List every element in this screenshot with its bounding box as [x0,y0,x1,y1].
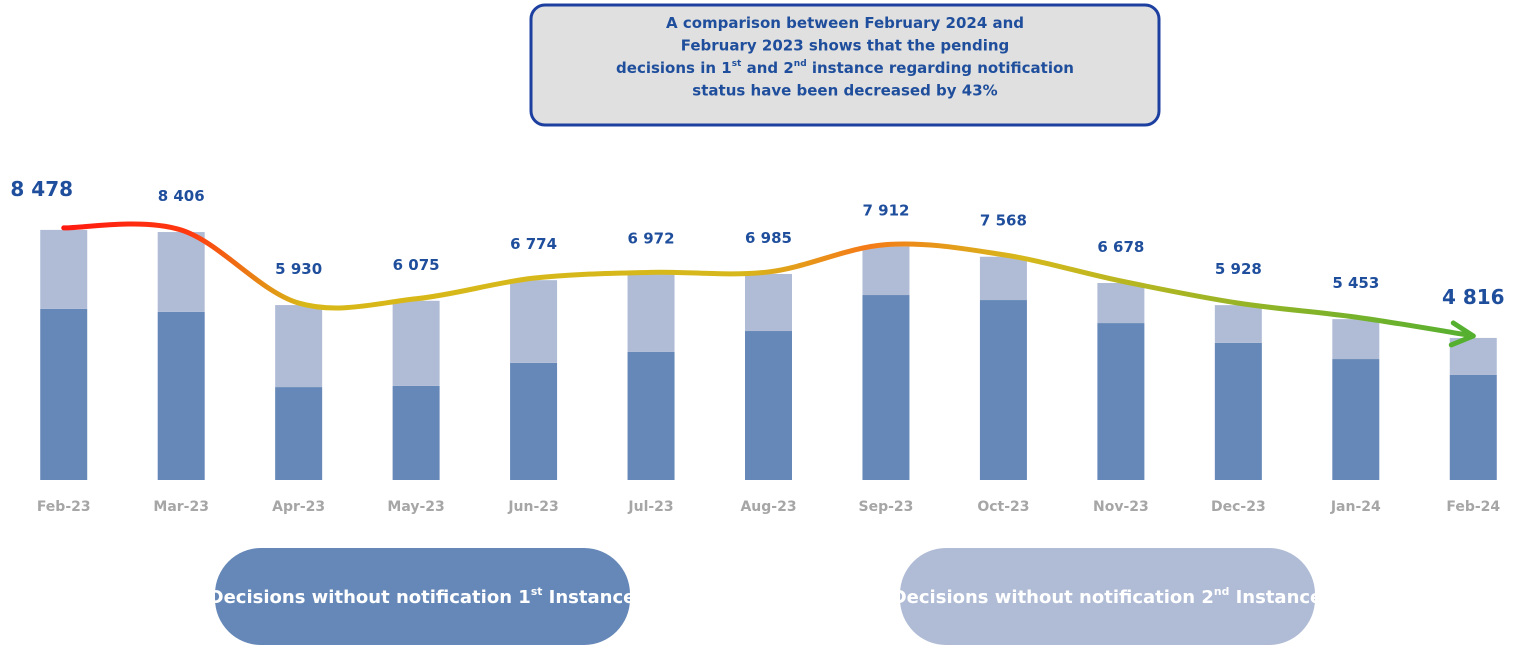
bar-segment [1332,359,1380,480]
x-tick-label: Sep-23 [859,499,914,515]
bar-segment [1449,374,1497,480]
annotation-line: A comparison between February 2024 and [666,14,1024,32]
bar-segment [510,280,558,363]
x-tick-label: Jun-23 [507,499,558,515]
value-label: 8 478 [10,176,73,200]
x-tick-label: Apr-23 [272,499,325,515]
bar-segment [745,273,792,332]
legend-pill [900,548,1315,645]
x-tick-label: Mar-23 [153,499,209,515]
bar-segment [1097,282,1145,324]
x-tick-label: Feb-24 [1446,499,1500,515]
annotation-line: decisions in 1st and 2nd instance regard… [616,59,1074,77]
value-label: 6 985 [745,228,792,246]
value-label: 7 568 [980,211,1027,229]
bar-segment [1214,342,1262,480]
bar-segment [40,308,88,480]
value-label: 8 406 [158,187,205,205]
bar-segment [1214,305,1262,343]
x-tick-label: Nov-23 [1093,499,1149,515]
value-label: 5 928 [1215,260,1262,278]
value-label: 4 816 [1442,284,1505,308]
bar-segment [979,300,1027,480]
annotation-line: status have been decreased by 43% [692,81,997,99]
x-tick-label: Feb-23 [37,499,91,515]
x-tick-label: Jul-23 [627,499,673,515]
annotation-line: February 2023 shows that the pending [681,36,1010,54]
bar-segment [392,385,440,480]
value-label: 7 912 [862,201,909,219]
legend-label: Decisions without notification 1st Insta… [209,585,636,609]
x-tick-label: Aug-23 [740,499,796,515]
value-label: 5 453 [1332,274,1379,292]
x-tick-label: Jan-24 [1330,499,1381,515]
x-tick-label: Dec-23 [1211,499,1266,515]
bar-segment [157,311,205,480]
bar-segment [862,295,910,480]
value-label: 5 930 [275,260,322,278]
x-tick-label: May-23 [387,499,444,515]
arrow-head [1448,320,1476,348]
bar-segment [1332,319,1380,360]
bar-segment [40,229,88,309]
total-line [61,221,1476,339]
bar-segment [392,300,440,386]
bar-segment [275,387,323,480]
bar-segment [979,256,1027,301]
legend-pill [215,548,630,645]
value-label: 6 774 [510,235,557,253]
bar-segment [862,246,910,296]
bar-segment [745,331,792,480]
bar-segment [627,351,675,480]
bar-segment [157,232,205,312]
value-label: 6 075 [393,255,440,273]
annotation-box [529,3,1161,127]
value-label: 6 972 [628,229,675,247]
x-tick-label: Oct-23 [977,499,1029,515]
bar-segment [275,305,323,388]
legend-label: Decisions without notification 2nd Insta… [892,585,1323,609]
bar-segment [510,362,558,480]
bar-segment [627,274,675,352]
bar-segment [1097,323,1145,480]
value-label: 6 678 [1097,237,1144,255]
